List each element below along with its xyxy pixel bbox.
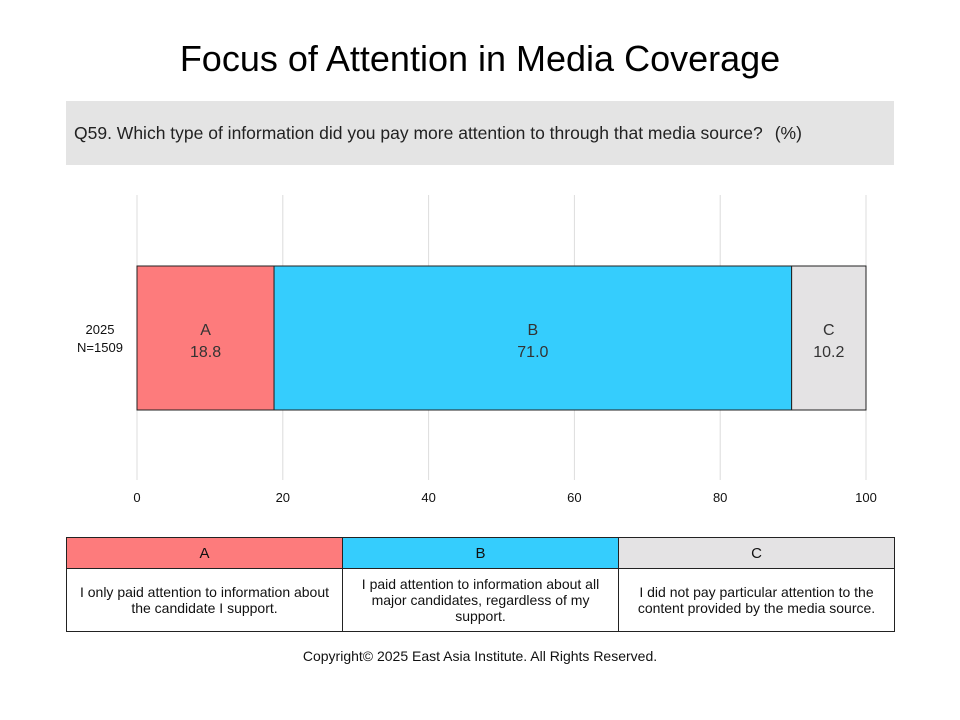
question-box: Q59. Which type of information did you p… — [66, 101, 894, 165]
unit-label: (%) — [774, 122, 802, 143]
x-tick-label-0: 0 — [133, 490, 140, 505]
bar-segment-c — [791, 265, 867, 411]
stacked-bar-chart: 0 20 40 60 80 100 2025 N=1509 A 18.8 B 71.0 C 10.2 — [77, 195, 877, 505]
legend-header-b: B — [342, 537, 619, 569]
bar-segment-b — [273, 265, 793, 411]
category-label-year: 2025 — [86, 322, 115, 337]
bar-series-label-c: C — [823, 322, 835, 339]
legend-description-b: I paid attention to information about al… — [342, 568, 619, 632]
category-label-n: N=1509 — [77, 340, 123, 355]
copyright-notice: Copyright© 2025 East Asia Institute. All… — [302, 648, 658, 664]
chart-title: Focus of Attention in Media Coverage — [179, 38, 781, 79]
bar-value-label-b: 71.0 — [517, 344, 548, 361]
x-tick-label-100: 100 — [855, 490, 877, 505]
x-tick-label-60: 60 — [567, 490, 581, 505]
legend-header-c: C — [618, 537, 895, 569]
legend-description-a: I only paid attention to information abo… — [66, 568, 343, 632]
bar-segment-a — [136, 265, 275, 411]
x-tick-label-20: 20 — [276, 490, 290, 505]
legend-table: A B C I only paid attention to informati… — [66, 537, 895, 632]
bar-series-label-a: A — [200, 322, 211, 339]
bar-series-label-b: B — [528, 322, 539, 339]
bar-value-label-c: 10.2 — [813, 344, 844, 361]
x-tick-label-80: 80 — [713, 490, 727, 505]
question-text: Q59. Which type of information did you p… — [74, 122, 763, 143]
bar-value-label-a: 18.8 — [190, 344, 221, 361]
x-tick-label-40: 40 — [421, 490, 435, 505]
legend-description-c: I did not pay particular attention to th… — [618, 568, 895, 632]
legend-header-a: A — [66, 537, 343, 569]
